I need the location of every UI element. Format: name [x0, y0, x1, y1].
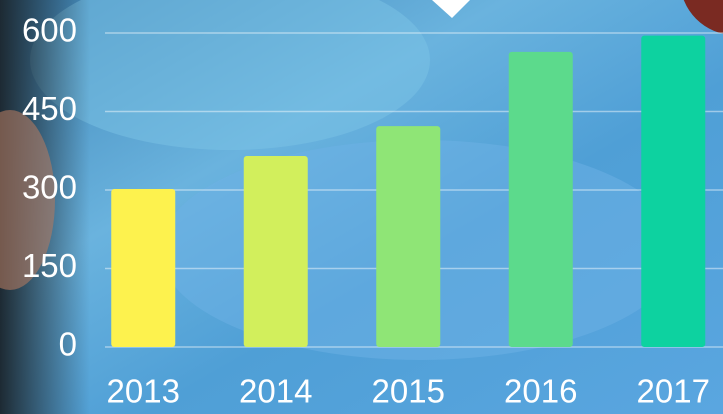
bar	[641, 35, 706, 347]
bar	[376, 126, 441, 347]
y-tick-label: 300	[22, 169, 77, 206]
background-shape	[432, 0, 470, 18]
background-shape	[30, 0, 430, 150]
background-shape	[683, 0, 723, 34]
x-tick-label: 2013	[107, 373, 180, 410]
y-tick-label: 150	[22, 247, 77, 284]
y-tick-label: 0	[59, 326, 77, 363]
x-tick-label: 2014	[239, 373, 312, 410]
x-tick-label: 2016	[504, 373, 577, 410]
bar	[111, 188, 176, 347]
x-tick-label: 2015	[372, 373, 445, 410]
bar	[243, 155, 308, 347]
background-shape	[0, 110, 55, 290]
x-tick-label: 2017	[637, 373, 710, 410]
y-tick-label: 450	[22, 90, 77, 127]
bar	[508, 51, 573, 348]
y-tick-label: 600	[22, 12, 77, 49]
